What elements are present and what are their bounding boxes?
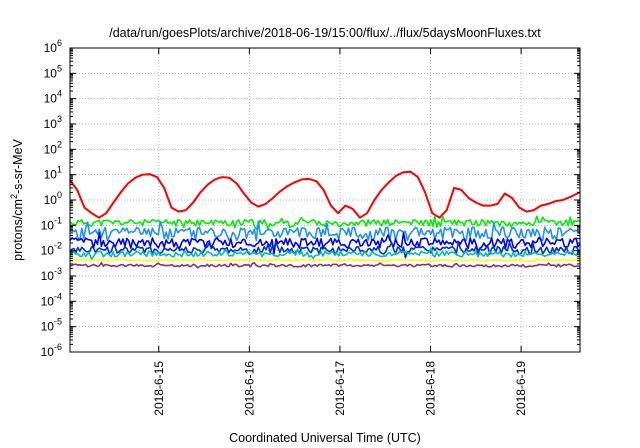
series-line-6 bbox=[69, 257, 581, 263]
y-tick-exponent: 1 bbox=[57, 165, 62, 175]
x-axis: 2018-6-15 2018-6-16 2018-6-17 2018-6-18 2018… bbox=[152, 48, 528, 416]
y-tick-base: 10 bbox=[44, 142, 58, 156]
y-tick-label: 106 bbox=[44, 38, 62, 55]
y-tick-base: 10 bbox=[44, 117, 58, 131]
y-tick-label: 103 bbox=[44, 114, 62, 131]
grid bbox=[70, 48, 580, 352]
y-axis-label-post: -s-sr-MeV bbox=[11, 138, 25, 194]
y-tick-base: 10 bbox=[41, 345, 55, 359]
y-tick-exponent: -2 bbox=[54, 241, 62, 251]
y-tick-label: 105 bbox=[44, 63, 62, 80]
series-line-0 bbox=[69, 170, 581, 219]
series-line-2 bbox=[69, 220, 581, 242]
y-tick-base: 10 bbox=[41, 320, 55, 334]
y-tick-label: 100 bbox=[44, 190, 62, 207]
x-tick-label: 2018-6-19 bbox=[514, 361, 528, 416]
y-tick-exponent: 6 bbox=[57, 38, 62, 48]
y-axis-label-pre: protons/cm bbox=[11, 199, 25, 261]
y-axis-label-sup: 2 bbox=[9, 194, 19, 199]
x-tick-label: 2018-6-17 bbox=[333, 361, 347, 416]
y-tick-base: 10 bbox=[41, 244, 55, 258]
series-layer bbox=[69, 170, 581, 269]
y-tick-label: 10-4 bbox=[41, 291, 62, 308]
y-axis: 10-610-510-410-310-210-11001011021031041… bbox=[41, 38, 580, 359]
y-axis-label: protons/cm2-s-sr-MeV bbox=[9, 138, 25, 260]
y-tick-base: 10 bbox=[41, 269, 55, 283]
y-tick-label: 10-1 bbox=[41, 215, 62, 232]
y-tick-base: 10 bbox=[41, 294, 55, 308]
y-tick-base: 10 bbox=[41, 218, 55, 232]
y-tick-base: 10 bbox=[44, 193, 58, 207]
series-line-7 bbox=[69, 261, 581, 269]
y-tick-label: 101 bbox=[44, 165, 62, 182]
chart-title: /data/run/goesPlots/archive/2018-06-19/1… bbox=[109, 26, 541, 40]
y-tick-base: 10 bbox=[44, 41, 58, 55]
y-tick-base: 10 bbox=[44, 66, 58, 80]
y-tick-exponent: 5 bbox=[57, 63, 62, 73]
series-line-4 bbox=[69, 241, 581, 259]
y-tick-label: 10-2 bbox=[41, 241, 62, 258]
y-tick-label: 104 bbox=[44, 89, 62, 106]
y-tick-exponent: -5 bbox=[54, 317, 62, 327]
y-tick-exponent: -4 bbox=[54, 291, 62, 301]
y-tick-exponent: -1 bbox=[54, 215, 62, 225]
y-tick-exponent: 2 bbox=[57, 139, 62, 149]
y-tick-exponent: 0 bbox=[57, 190, 62, 200]
series-line-1 bbox=[69, 215, 581, 231]
x-tick-label: 2018-6-18 bbox=[424, 361, 438, 416]
y-tick-exponent: 4 bbox=[57, 89, 62, 99]
y-tick-label: 10-3 bbox=[41, 266, 62, 283]
y-tick-exponent: -3 bbox=[54, 266, 62, 276]
x-tick-label: 2018-6-15 bbox=[152, 361, 166, 416]
x-tick-label: 2018-6-16 bbox=[242, 361, 256, 416]
y-tick-exponent: 3 bbox=[57, 114, 62, 124]
y-tick-base: 10 bbox=[44, 168, 58, 182]
y-tick-label: 10-6 bbox=[41, 342, 62, 359]
y-tick-label: 102 bbox=[44, 139, 62, 156]
y-tick-exponent: -6 bbox=[54, 342, 62, 352]
y-tick-label: 10-5 bbox=[41, 317, 62, 334]
series-line-3 bbox=[69, 231, 581, 255]
y-tick-base: 10 bbox=[44, 92, 58, 106]
x-axis-label: Coordinated Universal Time (UTC) bbox=[229, 431, 421, 445]
series-line-5 bbox=[69, 247, 581, 260]
